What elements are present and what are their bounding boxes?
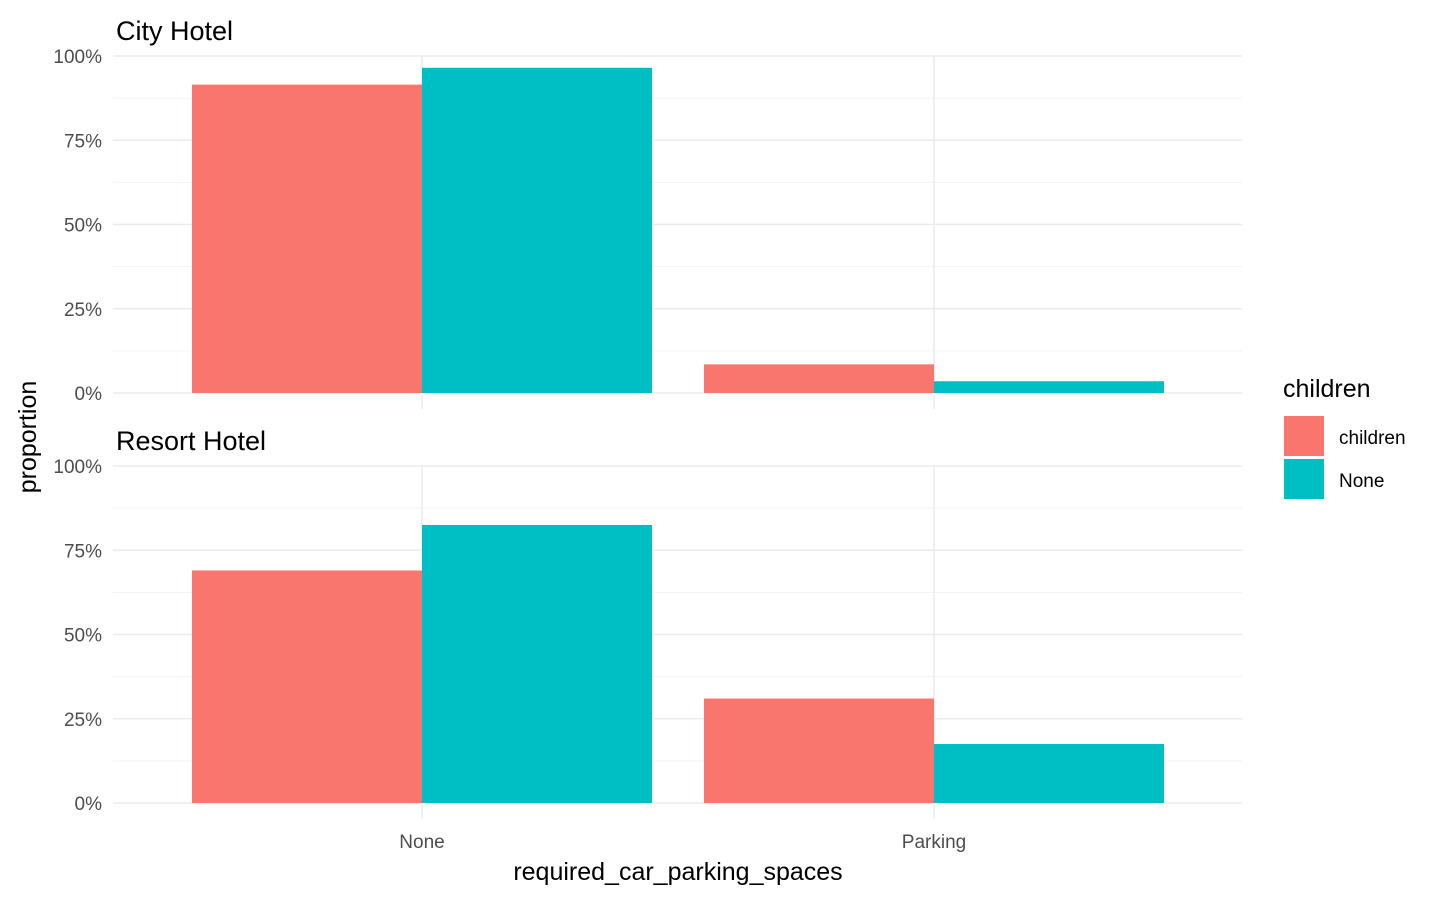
x-axis-title: required_car_parking_spaces — [513, 858, 842, 886]
facet-title: Resort Hotel — [116, 426, 266, 456]
bar-none-none — [422, 67, 652, 394]
y-tick-label: 0% — [75, 794, 103, 815]
legend-title: children — [1283, 375, 1371, 403]
facet-title: City Hotel — [116, 16, 233, 46]
legend-label-children: children — [1339, 428, 1406, 449]
facet-panel: 0% 25% 50% 75% 100% City Hotel — [53, 16, 1242, 409]
y-tick-label: 75% — [64, 541, 102, 562]
bar-children-none — [192, 570, 422, 803]
bar-none-parking — [934, 744, 1164, 803]
y-tick-label: 25% — [64, 300, 102, 321]
x-axis: None Parking — [399, 832, 966, 853]
y-tick-label: 50% — [64, 216, 102, 237]
x-tick-label: None — [399, 832, 444, 853]
legend-label-none: None — [1339, 471, 1384, 492]
y-tick-label: 100% — [53, 47, 102, 68]
bar-none-parking — [934, 381, 1164, 393]
y-tick-label: 50% — [64, 626, 102, 647]
legend-swatch-none — [1284, 459, 1324, 499]
bar-children-parking — [704, 698, 934, 803]
y-tick-label: 100% — [53, 457, 102, 478]
legend-swatch-children — [1284, 416, 1324, 456]
x-tick-label: Parking — [902, 832, 966, 853]
y-tick-label: 0% — [75, 384, 103, 405]
bar-none-none — [422, 524, 652, 803]
facet-panel: 0% 25% 50% 75% 100% Resort Hotel — [53, 426, 1242, 819]
y-tick-label: 75% — [64, 131, 102, 152]
y-axis-title: proportion — [14, 381, 42, 494]
y-tick-label: 25% — [64, 710, 102, 731]
legend: children children None — [1283, 375, 1406, 499]
bar-children-parking — [704, 364, 934, 393]
facet-panels: 0% 25% 50% 75% 100% City Hotel 0% 25% 50% 75% 100%… — [53, 16, 1242, 819]
bar-children-none — [192, 84, 422, 394]
